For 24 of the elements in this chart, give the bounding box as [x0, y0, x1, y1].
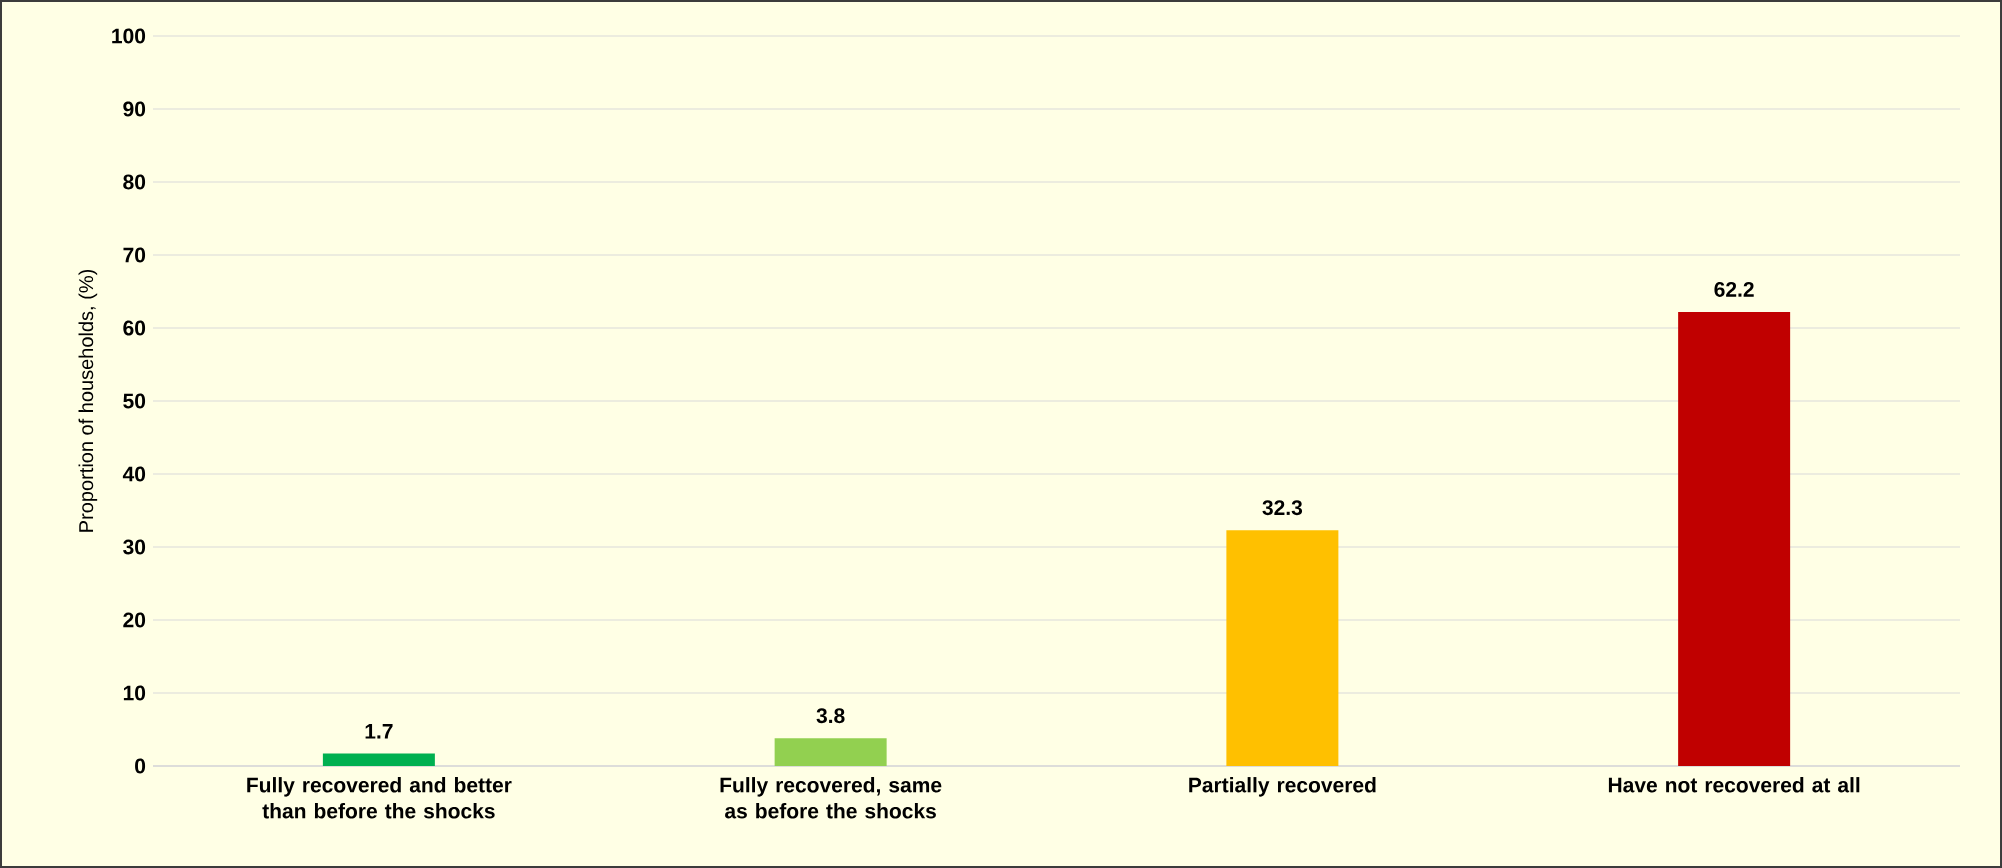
x-tick-label: Have not recovered at all: [1608, 777, 1860, 793]
y-tick-label: 40: [122, 466, 146, 482]
bar: [1678, 311, 1791, 766]
data-label: 1.7: [365, 724, 393, 739]
y-tick-label: 70: [123, 247, 146, 263]
y-tick-label: 100: [112, 28, 146, 44]
data-label: 3.8: [816, 708, 845, 724]
y-tick-label: 0: [135, 758, 146, 774]
y-tick-label: 90: [123, 101, 146, 117]
y-tick-label: 20: [123, 612, 146, 628]
x-tick-label: Fully recovered, same as before the shocks: [720, 777, 942, 819]
x-tick-label: Fully recovered and better than before the shocks: [247, 777, 512, 819]
data-label: 62.2: [1714, 282, 1754, 297]
x-tick-label: Partially recovered: [1189, 777, 1376, 797]
y-tick-label: 10: [123, 685, 146, 701]
bar: [774, 738, 887, 766]
bar: [322, 753, 435, 766]
y-tick-label: 50: [123, 393, 146, 409]
y-tick-label: 60: [123, 320, 146, 336]
data-label: 32.3: [1262, 500, 1303, 516]
bar: [1226, 530, 1339, 766]
y-tick-label: 80: [123, 174, 146, 190]
y-axis-title: Proportion of households, (%): [78, 269, 98, 532]
y-tick-label: 30: [123, 539, 146, 555]
